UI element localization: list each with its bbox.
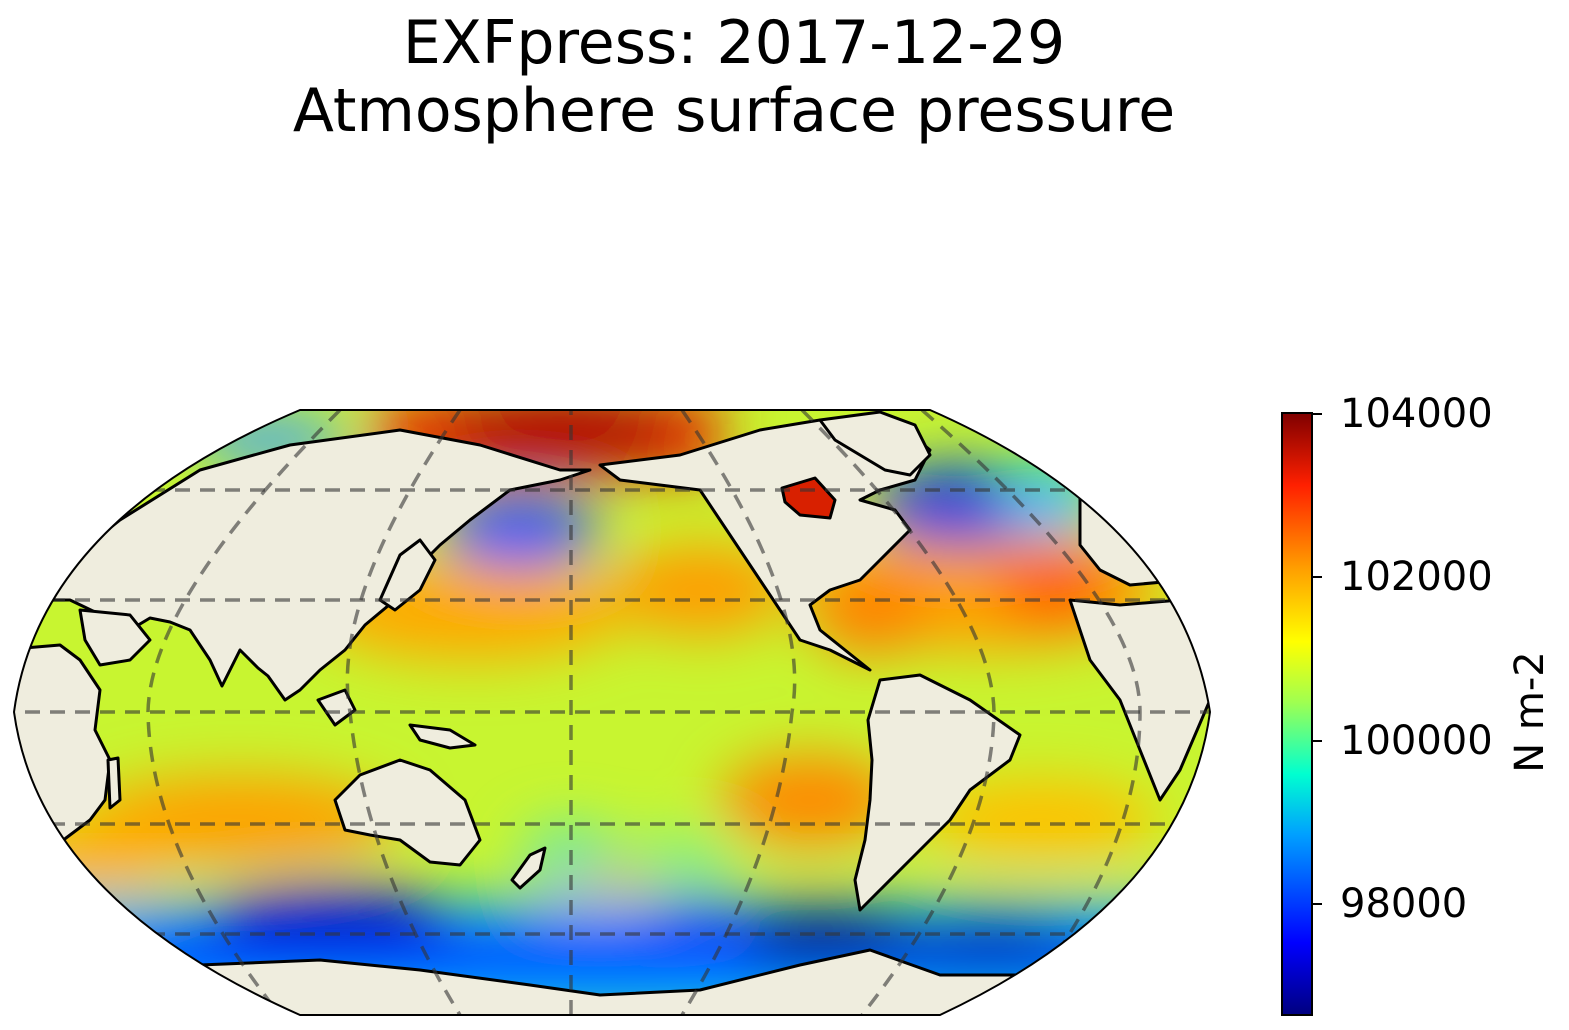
- land-arabia: [78, 608, 152, 667]
- land-australia: [333, 758, 482, 867]
- land-borneo: [316, 688, 357, 727]
- colorbar-tick-label: 102000: [1340, 554, 1493, 600]
- land-new-zealand: [510, 846, 547, 890]
- land-eurasia: [38, 428, 592, 702]
- colorbar-tick-label: 104000: [1340, 391, 1493, 437]
- map-title-line1: EXFpress: 2017-12-29: [402, 8, 1066, 78]
- land-greenland: [818, 410, 932, 477]
- land-madagascar: [106, 756, 122, 810]
- colorbar-label: N m-2: [1507, 651, 1553, 773]
- colorbar-ticks: [1312, 413, 1322, 905]
- land-africa-west: [1068, 598, 1210, 802]
- colorbar-tick-label: 100000: [1340, 718, 1493, 764]
- hudson-bay: [780, 476, 837, 520]
- colorbar-tick-label: 98000: [1340, 881, 1468, 927]
- globe-outline: [12, 409, 1212, 1016]
- map-title-line2: Atmosphere surface pressure: [292, 76, 1176, 146]
- land-south-america: [853, 673, 1022, 912]
- land-new-guinea: [408, 723, 477, 750]
- colorbar: [1281, 412, 1313, 1016]
